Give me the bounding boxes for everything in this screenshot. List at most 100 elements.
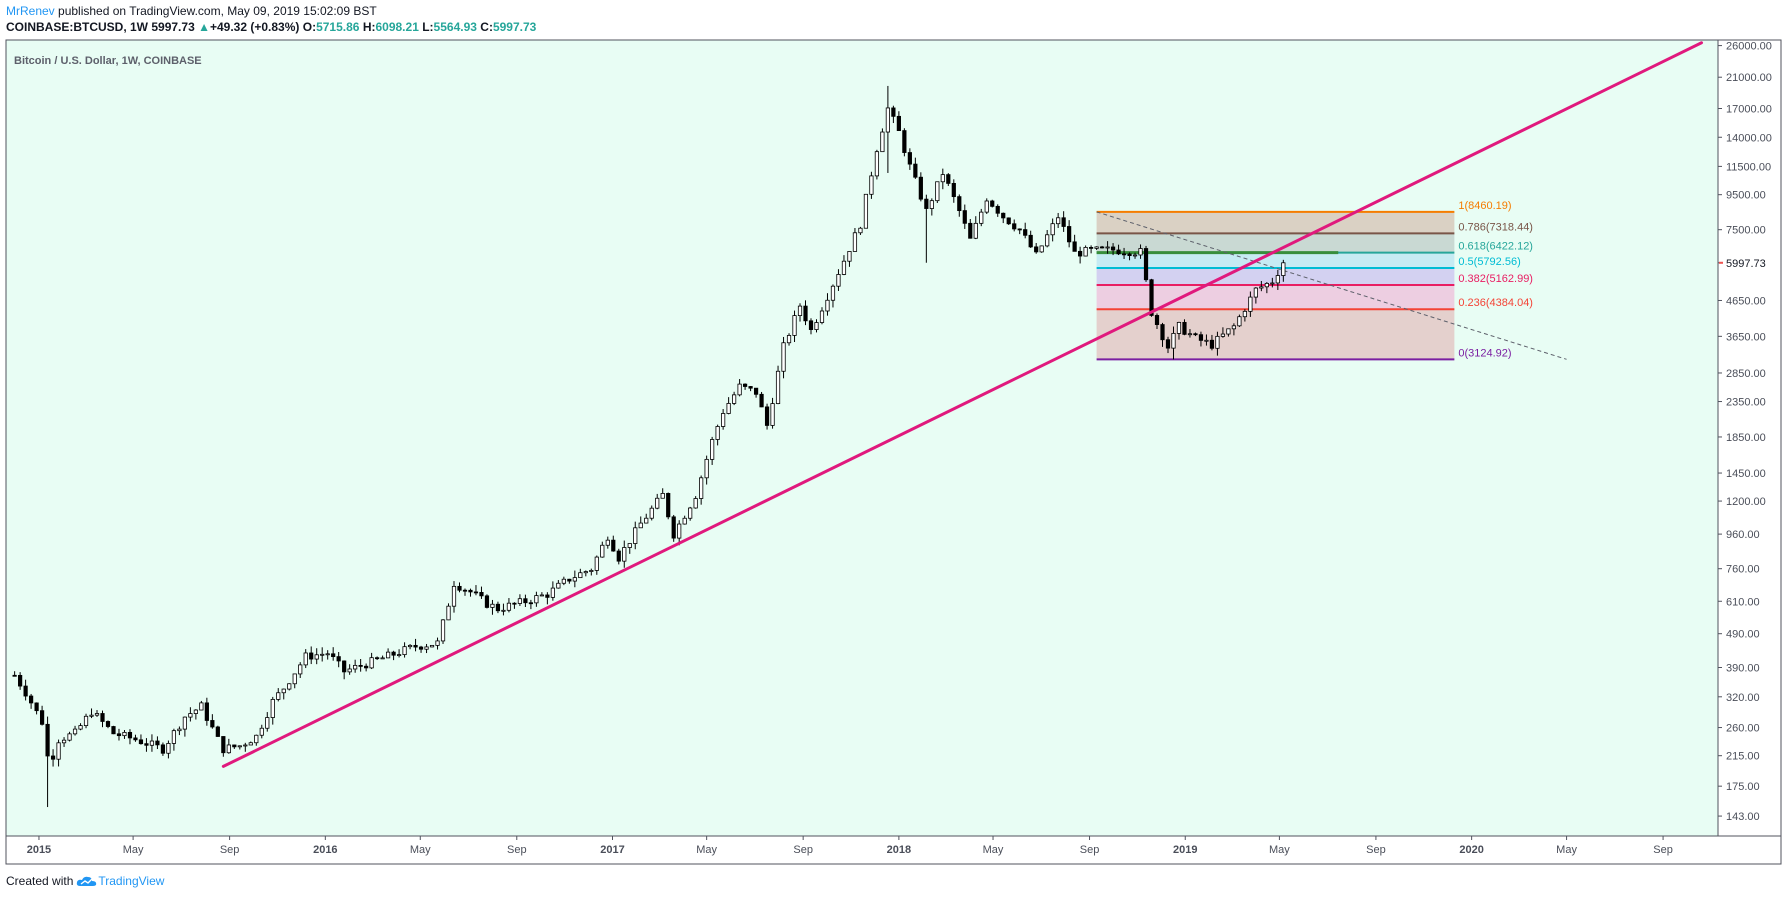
candle-body[interactable]	[182, 716, 187, 730]
candle-body[interactable]	[1248, 296, 1253, 312]
candle-body[interactable]	[732, 394, 737, 404]
candle-body[interactable]	[116, 733, 122, 737]
candle-body[interactable]	[1061, 217, 1066, 227]
candle-body[interactable]	[347, 668, 352, 673]
candle-body[interactable]	[462, 589, 468, 592]
candle-body[interactable]	[149, 740, 155, 746]
candle-body[interactable]	[940, 174, 945, 183]
candle-body[interactable]	[276, 692, 281, 700]
candle-body[interactable]	[287, 683, 292, 690]
candle-body[interactable]	[1017, 228, 1022, 231]
candle-body[interactable]	[210, 720, 215, 728]
candle-body[interactable]	[561, 578, 566, 584]
candle-body[interactable]	[1045, 234, 1050, 247]
candle-body[interactable]	[869, 175, 874, 195]
candle-body[interactable]	[402, 646, 407, 656]
candle-body[interactable]	[1270, 282, 1275, 285]
candle-body[interactable]	[29, 695, 34, 704]
candle-body[interactable]	[1028, 234, 1033, 248]
time-axis-area[interactable]	[5, 835, 1782, 865]
candle-body[interactable]	[1237, 316, 1242, 327]
candle-body[interactable]	[512, 602, 517, 605]
candle-body[interactable]	[1220, 333, 1226, 337]
candle-body[interactable]	[446, 605, 451, 621]
candle-body[interactable]	[1012, 223, 1017, 230]
candle-body[interactable]	[660, 493, 665, 499]
candle-body[interactable]	[435, 640, 440, 646]
candle-body[interactable]	[281, 688, 286, 694]
candle-body[interactable]	[18, 674, 23, 687]
candle-body[interactable]	[369, 657, 374, 669]
candle-body[interactable]	[303, 652, 308, 666]
candle-body[interactable]	[501, 609, 506, 612]
candle-body[interactable]	[1001, 212, 1006, 219]
candle-body[interactable]	[237, 745, 242, 748]
candle-body[interactable]	[1242, 310, 1247, 318]
candle-body[interactable]	[506, 602, 512, 611]
candle-body[interactable]	[682, 517, 687, 525]
candle-body[interactable]	[358, 664, 363, 667]
candle-body[interactable]	[1127, 253, 1132, 256]
candle-body[interactable]	[995, 205, 1000, 214]
candle-body[interactable]	[12, 674, 17, 677]
candle-body[interactable]	[424, 646, 429, 650]
candle-body[interactable]	[248, 742, 253, 746]
candle-body[interactable]	[100, 713, 105, 722]
candle-body[interactable]	[314, 654, 319, 660]
candle-body[interactable]	[825, 299, 830, 312]
candle-body[interactable]	[1231, 325, 1237, 330]
candle-body[interactable]	[226, 744, 231, 754]
candle-body[interactable]	[814, 322, 819, 330]
candle-body[interactable]	[243, 744, 248, 747]
candle-body[interactable]	[572, 577, 577, 582]
candle-body[interactable]	[353, 664, 358, 670]
candle-body[interactable]	[490, 603, 495, 608]
candle-body[interactable]	[34, 702, 39, 712]
candle-body[interactable]	[1072, 241, 1077, 252]
candle-body[interactable]	[517, 598, 523, 604]
candle-body[interactable]	[67, 733, 72, 741]
candle-body[interactable]	[495, 603, 501, 612]
candle-body[interactable]	[1083, 247, 1088, 257]
candle-body[interactable]	[199, 702, 204, 711]
candle-body[interactable]	[578, 572, 583, 579]
candle-body[interactable]	[781, 342, 786, 372]
candle-body[interactable]	[413, 644, 418, 648]
candle-body[interactable]	[298, 664, 303, 675]
candle-body[interactable]	[539, 594, 544, 597]
candle-body[interactable]	[375, 657, 380, 660]
candle-body[interactable]	[72, 728, 78, 735]
candle-body[interactable]	[270, 698, 275, 718]
candle-body[interactable]	[858, 227, 863, 234]
candle-body[interactable]	[265, 717, 270, 729]
candle-body[interactable]	[605, 539, 610, 546]
candle-body[interactable]	[699, 477, 704, 499]
candle-body[interactable]	[1253, 287, 1258, 298]
candle-body[interactable]	[523, 598, 528, 604]
candle-body[interactable]	[457, 585, 462, 591]
candle-body[interactable]	[786, 335, 792, 344]
candle-body[interactable]	[429, 644, 435, 648]
candle-body[interactable]	[627, 543, 632, 548]
candle-body[interactable]	[94, 713, 100, 716]
fib-dashed-trendline[interactable]	[1096, 211, 1567, 360]
candle-body[interactable]	[380, 657, 385, 660]
candle-body[interactable]	[1171, 332, 1176, 349]
candle-body[interactable]	[1275, 275, 1280, 284]
candle-body[interactable]	[336, 656, 341, 662]
candle-body[interactable]	[188, 713, 193, 718]
candle-body[interactable]	[616, 550, 621, 562]
candle-body[interactable]	[254, 734, 259, 744]
candle-body[interactable]	[545, 594, 550, 598]
candle-body[interactable]	[907, 152, 912, 165]
candle-body[interactable]	[644, 517, 649, 524]
candle-body[interactable]	[479, 592, 484, 597]
candle-body[interactable]	[792, 315, 797, 336]
candle-body[interactable]	[885, 107, 890, 133]
candle-body[interactable]	[666, 493, 671, 518]
candle-body[interactable]	[863, 193, 869, 229]
candle-body[interactable]	[935, 181, 940, 202]
candle-body[interactable]	[874, 151, 880, 177]
price-axis-area[interactable]	[1717, 39, 1782, 837]
candle-body[interactable]	[1149, 279, 1154, 316]
